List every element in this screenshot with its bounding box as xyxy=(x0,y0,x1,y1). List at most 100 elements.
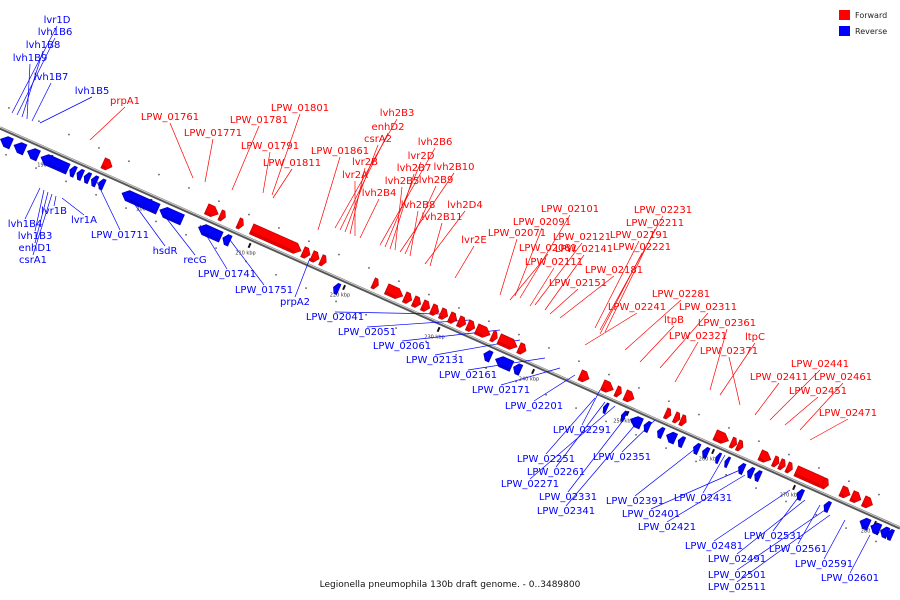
gene-arrow-forward[interactable] xyxy=(613,385,624,398)
gene-arrow-forward[interactable] xyxy=(734,439,745,452)
gene-label[interactable]: lvh2B4 xyxy=(362,188,397,199)
gene-arrow-forward[interactable] xyxy=(622,389,636,404)
gene-label[interactable]: lvr2E xyxy=(461,235,487,246)
gene-label[interactable]: lvh2B9 xyxy=(419,175,454,186)
gene-label[interactable]: lvh1B8 xyxy=(26,40,61,51)
gene-label[interactable]: LPW_02191 xyxy=(610,230,668,241)
gene-arrow-forward[interactable] xyxy=(318,254,329,267)
gene-label[interactable]: recG xyxy=(183,255,206,266)
gene-label[interactable]: LPW_02151 xyxy=(549,278,607,289)
gene-label[interactable]: ltpC xyxy=(745,332,765,343)
gene-arrow-forward[interactable] xyxy=(203,203,220,219)
gene-label[interactable]: LPW_02161 xyxy=(439,370,497,381)
gene-label[interactable]: LPW_02481 xyxy=(685,541,743,552)
gene-arrow-reverse[interactable] xyxy=(736,462,747,475)
gene-arrow-reverse[interactable] xyxy=(75,168,85,181)
gene-arrow-forward[interactable] xyxy=(838,485,852,500)
gene-arrow-forward[interactable] xyxy=(464,319,477,333)
gene-label[interactable]: LPW_02591 xyxy=(795,559,853,570)
gene-label[interactable]: LPW_02051 xyxy=(338,327,396,338)
gene-arrow-forward[interactable] xyxy=(300,246,313,260)
gene-label[interactable]: LPW_02251 xyxy=(517,454,575,465)
gene-label[interactable]: LPW_01741 xyxy=(198,269,256,280)
gene-arrow-reverse[interactable] xyxy=(745,466,756,479)
gene-label[interactable]: LPW_02371 xyxy=(700,346,758,357)
gene-label[interactable]: LPW_02511 xyxy=(708,582,766,593)
gene-arrow-reverse[interactable] xyxy=(858,516,872,531)
gene-label[interactable]: lvh2B7 xyxy=(397,163,432,174)
gene-label[interactable]: LPW_02341 xyxy=(537,506,595,517)
gene-label[interactable]: csrA2 xyxy=(364,134,392,145)
gene-label[interactable]: LPW_02471 xyxy=(819,408,877,419)
gene-arrow-reverse[interactable] xyxy=(691,442,702,455)
gene-label[interactable]: LPW_02211 xyxy=(626,218,684,229)
gene-label[interactable]: hsdR xyxy=(153,246,178,257)
gene-arrow-forward[interactable] xyxy=(777,458,788,471)
gene-label[interactable]: lvh1B4 xyxy=(8,219,43,230)
gene-arrow-reverse[interactable] xyxy=(221,233,233,247)
gene-label[interactable]: LPW_02531 xyxy=(744,531,802,542)
gene-arrow-forward[interactable] xyxy=(401,291,414,305)
gene-label[interactable]: LPW_02271 xyxy=(501,479,559,490)
gene-label[interactable]: LPW_01711 xyxy=(91,230,149,241)
gene-label[interactable]: lvr2D xyxy=(408,151,435,162)
gene-arrow-reverse[interactable] xyxy=(89,175,100,188)
gene-arrow-reverse[interactable] xyxy=(25,146,41,162)
gene-label[interactable]: LPW_02131 xyxy=(406,355,464,366)
gene-arrow-forward[interactable] xyxy=(860,495,874,510)
gene-label[interactable]: lvr1B xyxy=(41,206,67,217)
gene-label[interactable]: LPW_02601 xyxy=(821,573,879,584)
gene-label[interactable]: LPW_02311 xyxy=(679,302,737,313)
gene-arrow-reverse[interactable] xyxy=(158,205,185,226)
gene-label[interactable]: LPW_02401 xyxy=(622,509,680,520)
gene-label[interactable]: lvh2B8 xyxy=(401,200,436,211)
gene-arrow-reverse[interactable] xyxy=(39,152,71,175)
gene-label[interactable]: LPW_01771 xyxy=(184,128,242,139)
gene-arrow-reverse[interactable] xyxy=(196,222,224,243)
gene-label[interactable]: LPW_01761 xyxy=(141,112,199,123)
gene-arrow-reverse[interactable] xyxy=(493,354,515,372)
gene-arrow-reverse[interactable] xyxy=(714,452,723,465)
gene-arrow-forward[interactable] xyxy=(437,307,450,321)
gene-label[interactable]: LPW_02041 xyxy=(306,312,364,323)
gene-label[interactable]: lvh1B6 xyxy=(38,27,73,38)
gene-label[interactable]: lvr1D xyxy=(44,15,71,26)
gene-label[interactable]: LPW_02221 xyxy=(613,242,671,253)
gene-label[interactable]: LPW_02431 xyxy=(674,493,732,504)
gene-arrow-reverse[interactable] xyxy=(723,456,732,469)
gene-label[interactable]: lvh1B5 xyxy=(75,86,110,97)
gene-arrow-reverse[interactable] xyxy=(82,171,93,185)
gene-arrow-forward[interactable] xyxy=(473,323,492,340)
gene-arrow-reverse[interactable] xyxy=(676,435,687,449)
gene-arrow-reverse[interactable] xyxy=(752,469,763,483)
gene-label[interactable]: LPW_02491 xyxy=(708,554,766,565)
gene-label[interactable]: LPW_02451 xyxy=(789,386,847,397)
gene-label[interactable]: lvr2A xyxy=(342,170,368,181)
gene-label[interactable]: LPW_02241 xyxy=(608,302,666,313)
gene-label[interactable]: LPW_02441 xyxy=(791,359,849,370)
gene-label[interactable]: lvh2B11 xyxy=(422,212,463,223)
gene-arrow-forward[interactable] xyxy=(784,461,795,474)
gene-label[interactable]: lvh2B10 xyxy=(434,162,475,173)
gene-label[interactable]: LPW_02411 xyxy=(750,372,808,383)
gene-arrow-forward[interactable] xyxy=(309,250,322,264)
gene-label[interactable]: LPW_02201 xyxy=(505,401,563,412)
gene-label[interactable]: LPW_01861 xyxy=(311,146,369,157)
gene-label[interactable]: LPW_02101 xyxy=(541,204,599,215)
gene-label[interactable]: lvh2D4 xyxy=(447,200,482,211)
gene-label[interactable]: LPW_02081 xyxy=(519,243,577,254)
gene-arrow-forward[interactable] xyxy=(712,429,731,446)
gene-arrow-reverse[interactable] xyxy=(619,410,628,423)
gene-arrow-reverse[interactable] xyxy=(120,188,161,215)
gene-label[interactable]: LPW_01801 xyxy=(271,103,329,114)
gene-arrow-reverse[interactable] xyxy=(601,402,610,415)
gene-label[interactable]: lvr1A xyxy=(71,215,97,226)
gene-label[interactable]: LPW_02321 xyxy=(669,331,727,342)
gene-arrow-reverse[interactable] xyxy=(869,521,883,536)
gene-label[interactable]: lvh1B7 xyxy=(34,72,69,83)
gene-label[interactable]: prpA1 xyxy=(110,96,140,107)
gene-label[interactable]: LPW_02091 xyxy=(513,217,571,228)
gene-arrow-forward[interactable] xyxy=(496,333,519,352)
gene-label[interactable]: LPW_01751 xyxy=(235,285,293,296)
gene-arrow-forward[interactable] xyxy=(671,411,682,424)
